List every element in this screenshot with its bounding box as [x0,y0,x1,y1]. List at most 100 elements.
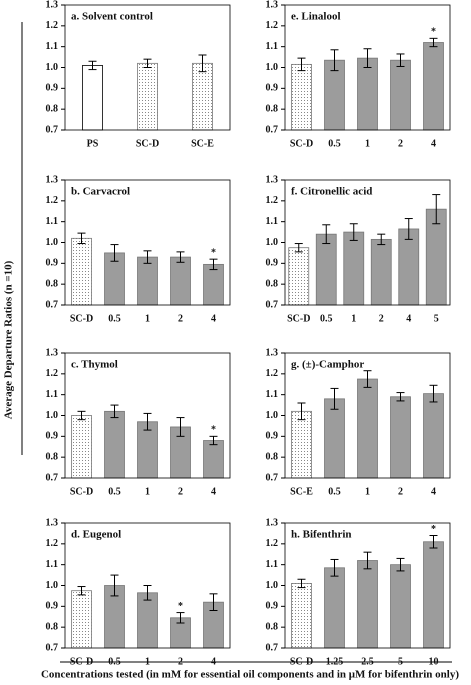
x-tick-label: SC-D [70,656,93,667]
y-tick-label: 1.1 [46,559,59,570]
bar [71,415,92,479]
x-tick-label: 1 [145,313,150,324]
x-tick-label: 1 [365,486,370,497]
y-tick-label: 0.7 [266,472,279,483]
y-tick-label: 0.8 [46,621,59,632]
bar [82,65,103,131]
bar [398,228,420,306]
y-tick-label: 1.2 [46,195,59,206]
x-tick-label: 2 [398,486,403,497]
y-tick-label: 1.3 [46,174,59,185]
x-axis-label: Concentrations tested (in mM for essenti… [41,669,459,681]
bar [324,398,345,479]
x-tick-label: 2 [379,313,384,324]
y-tick-label: 1.0 [266,62,279,73]
significance-mark: * [211,247,216,258]
bar [192,62,213,131]
y-tick-label: 0.7 [46,124,59,135]
significance-mark: * [211,425,216,436]
y-tick-label: 0.9 [46,258,59,269]
y-tick-label: 1.1 [266,559,279,570]
bar [137,62,158,131]
y-tick-label: 0.9 [46,601,59,612]
significance-mark: * [178,601,183,612]
bar [357,57,378,131]
significance-mark: * [431,27,436,38]
bar [390,396,411,479]
plot-frame [64,4,231,131]
y-tick-label: 1.3 [46,517,59,528]
y-tick-label: 1.3 [46,0,59,10]
y-tick-label: 1.0 [46,237,59,248]
panel-title: b. Carvacrol [71,186,130,198]
x-tick-label: 4 [406,313,411,324]
x-tick-label: PS [87,138,99,149]
bar [390,59,411,131]
x-tick-label: SC-D [290,656,313,667]
x-tick-label: 0.5 [108,486,121,497]
plot-frame [64,522,231,649]
plot-frame [284,352,451,479]
bar [343,231,365,306]
y-tick-label: 1.1 [46,216,59,227]
plot-frame [284,522,451,649]
x-tick-label: 0.5 [108,656,121,667]
bar [315,233,337,306]
y-tick-label: 1.0 [46,62,59,73]
panel-title: a. Solvent control [71,11,153,23]
y-tick-label: 1.2 [46,368,59,379]
x-tick-label: 4 [431,486,436,497]
x-tick-label: SC-E [290,486,313,497]
bar [357,378,378,479]
x-tick-label: 0.5 [328,486,341,497]
y-tick-label: 1.0 [46,410,59,421]
panel-title: h. Bifenthrin [291,529,352,541]
y-tick-label: 0.9 [266,258,279,269]
y-tick-label: 0.8 [266,278,279,289]
x-tick-label: 2.5 [361,656,374,667]
bar [291,410,312,479]
x-tick-label: 4 [211,313,216,324]
y-tick-label: 1.1 [46,41,59,52]
x-tick-label: SC-D [136,138,159,149]
panel-title: d. Eugenol [71,529,121,541]
x-tick-label: SC-D [287,313,310,324]
y-tick-label: 0.7 [46,472,59,483]
bar [288,247,310,306]
x-tick-label: SC-E [191,138,214,149]
x-tick-label: 0.5 [328,138,341,149]
bar [137,592,158,649]
y-tick-label: 1.0 [266,410,279,421]
y-tick-label: 1.1 [46,389,59,400]
y-tick-label: 0.8 [266,621,279,632]
y-tick-label: 0.7 [266,124,279,135]
x-tick-label: 2 [178,313,183,324]
y-tick-label: 0.8 [266,103,279,114]
x-tick-label: 1.25 [326,656,344,667]
bar [370,238,392,306]
bar [170,256,191,306]
y-tick-label: 1.0 [46,580,59,591]
y-tick-label: 0.9 [266,83,279,94]
y-tick-label: 0.7 [266,299,279,310]
y-tick-label: 0.8 [46,451,59,462]
x-tick-label: 2 [178,486,183,497]
x-tick-label: SC-D [70,313,93,324]
x-tick-label: SC-D [70,486,93,497]
x-tick-label: 1 [145,656,150,667]
panel-title: c. Thymol [71,359,118,371]
y-tick-label: 1.3 [266,347,279,358]
y-tick-label: 1.3 [46,347,59,358]
bar [423,42,444,131]
bar [71,237,92,306]
plot-frame [284,4,451,131]
bar [71,590,92,649]
y-tick-label: 0.9 [266,601,279,612]
bar [291,583,312,649]
y-tick-label: 1.2 [266,20,279,31]
x-tick-label: 1 [145,486,150,497]
y-tick-label: 1.2 [266,538,279,549]
bar [291,63,312,131]
bar [137,256,158,306]
